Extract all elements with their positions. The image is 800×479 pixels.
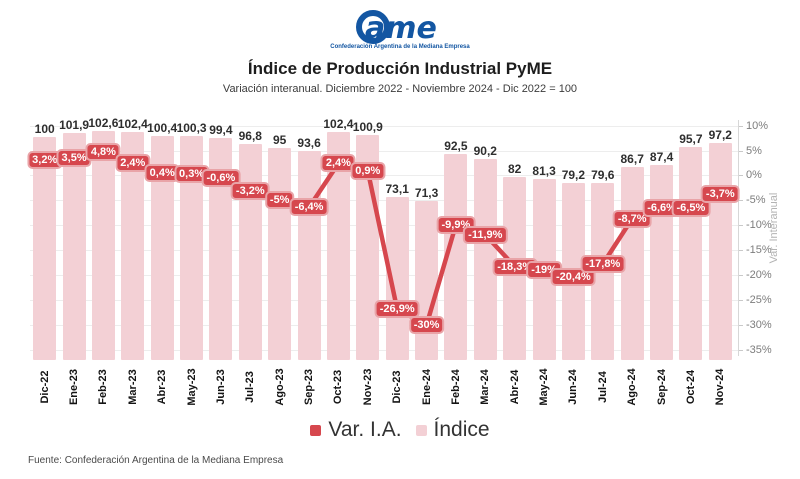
index-value-label: 95,7 <box>679 131 703 146</box>
axis-tick-mark <box>738 275 743 276</box>
var-ia-chip: 0,9% <box>350 161 386 180</box>
index-value-label: 86,7 <box>620 151 644 166</box>
index-bar <box>62 132 86 360</box>
var-ia-chip: -26,9% <box>374 300 420 319</box>
index-value-label: 73,1 <box>385 182 409 196</box>
index-value-label: 99,4 <box>209 123 233 138</box>
index-value-label: 102,4 <box>323 116 354 131</box>
indice-swatch-icon <box>415 424 427 436</box>
index-value-label: 71,3 <box>414 186 439 200</box>
gridline <box>30 225 738 227</box>
index-bar <box>326 131 350 360</box>
var-ia-swatch-icon <box>310 424 322 436</box>
var-ia-chip: -8,7% <box>612 209 652 228</box>
index-bar <box>33 137 57 360</box>
var-ia-chip: -11,9% <box>463 225 508 244</box>
index-value-label: 95 <box>273 133 287 148</box>
svg-text:ame: ame <box>365 11 437 46</box>
var-ia-chip: -6,5% <box>671 198 711 217</box>
index-value-label: 92,5 <box>444 138 468 153</box>
index-value-label: 100,9 <box>352 120 383 134</box>
index-bar <box>121 131 145 360</box>
axis-tick-mark <box>738 150 743 152</box>
index-bar <box>209 138 233 360</box>
index-bar <box>385 197 409 360</box>
index-value-label: 79,2 <box>561 168 586 183</box>
header: ame Confederación Argentina de la Median… <box>0 0 800 95</box>
right-axis-line <box>738 119 739 356</box>
index-value-label: 82 <box>508 162 522 177</box>
legend-label-indice: Índice <box>433 418 490 441</box>
axis-tick-mark <box>738 125 743 127</box>
var-ia-chip: -3,2% <box>230 182 270 201</box>
var-ia-chip: -3,7% <box>700 184 740 203</box>
axis-tick-mark <box>738 225 743 227</box>
var-ia-chip: 4,8% <box>85 142 121 161</box>
index-value-label: 100,4 <box>147 121 178 136</box>
legend-item-var-ia: Var. I.A. <box>310 418 402 442</box>
index-value-label: 96,8 <box>238 129 262 144</box>
var-ia-chip: -6,4% <box>289 198 329 217</box>
axis-tick-mark <box>738 324 743 326</box>
axis-tick-label: -25% <box>746 293 772 306</box>
var-ia-chip: -6,6% <box>642 199 681 218</box>
axis-tick-label: 0% <box>746 169 762 182</box>
axis-tick-mark <box>738 200 743 202</box>
axis-tick-label: -35% <box>746 343 772 356</box>
gridline <box>30 200 738 202</box>
index-bar <box>444 153 468 360</box>
index-value-label: 102,6 <box>88 116 119 131</box>
index-value-label: 81,3 <box>532 163 556 178</box>
axis-tick-mark <box>738 299 743 301</box>
legend: Var. I.A. Índice <box>0 418 800 442</box>
index-value-label: 100,3 <box>176 121 207 136</box>
page-subtitle: Variación interanual. Diciembre 2022 - N… <box>222 83 578 95</box>
axis-tick-label: 5% <box>746 144 762 157</box>
var-ia-chip: -0,6% <box>201 169 241 188</box>
index-bar <box>150 136 174 360</box>
chart-area: 10% 5% 0% -5% -10% -15% -20% -25% -30% -35% Var. I… <box>0 100 800 418</box>
index-value-label: 87,4 <box>649 150 674 165</box>
axis-tick-mark <box>738 175 743 177</box>
gridline <box>30 125 738 127</box>
page-title: Índice de Producción Industrial PyME <box>247 59 553 78</box>
source-note: Fuente: Confederación Argentina de la Me… <box>28 455 284 466</box>
index-value-label: 90,2 <box>473 143 497 158</box>
var-ia-chip: -17,8% <box>580 255 626 273</box>
axis-tick-label: 10% <box>746 119 769 132</box>
var-ia-chip: -18,3% <box>492 257 538 276</box>
index-bar <box>91 131 115 360</box>
came-logo: ame <box>0 6 800 46</box>
axis-tick-label: -20% <box>746 269 772 281</box>
axis-tick-label: -15% <box>746 244 772 257</box>
axis-tick-label: -5% <box>746 194 766 207</box>
gridline <box>30 349 738 351</box>
logo-tagline: Confederación Argentina de la Mediana Em… <box>330 44 470 50</box>
index-bar <box>180 136 204 360</box>
index-bar <box>473 158 497 360</box>
axis-tick-mark <box>738 250 743 252</box>
gridline <box>30 324 738 326</box>
came-logo-icon: ame <box>356 10 437 46</box>
axis-tick-label: -10% <box>746 219 772 232</box>
index-value-label: 100 <box>34 122 55 136</box>
axis-tick-label: -30% <box>746 318 772 331</box>
index-value-label: 79,6 <box>591 167 615 182</box>
axis-tick-mark <box>738 349 743 351</box>
var-ia-chip: -20,4% <box>550 268 596 286</box>
var-ia-chip: 2,4% <box>320 154 356 173</box>
var-ia-chip: -30% <box>408 315 445 334</box>
var-ia-chip: 3,5% <box>56 149 92 167</box>
index-value-label: 101,9 <box>59 117 90 132</box>
var-ia-chip: 2,4% <box>115 154 151 173</box>
legend-label-var-ia: Var. I.A. <box>328 418 402 441</box>
index-value-label: 97,2 <box>708 128 732 143</box>
gridline <box>30 275 738 276</box>
index-value-label: 93,6 <box>297 136 321 151</box>
var-ia-chip: -19% <box>526 261 562 279</box>
index-value-label: 102,4 <box>117 116 148 131</box>
gridline <box>30 150 738 152</box>
legend-item-indice: Índice <box>415 418 490 442</box>
